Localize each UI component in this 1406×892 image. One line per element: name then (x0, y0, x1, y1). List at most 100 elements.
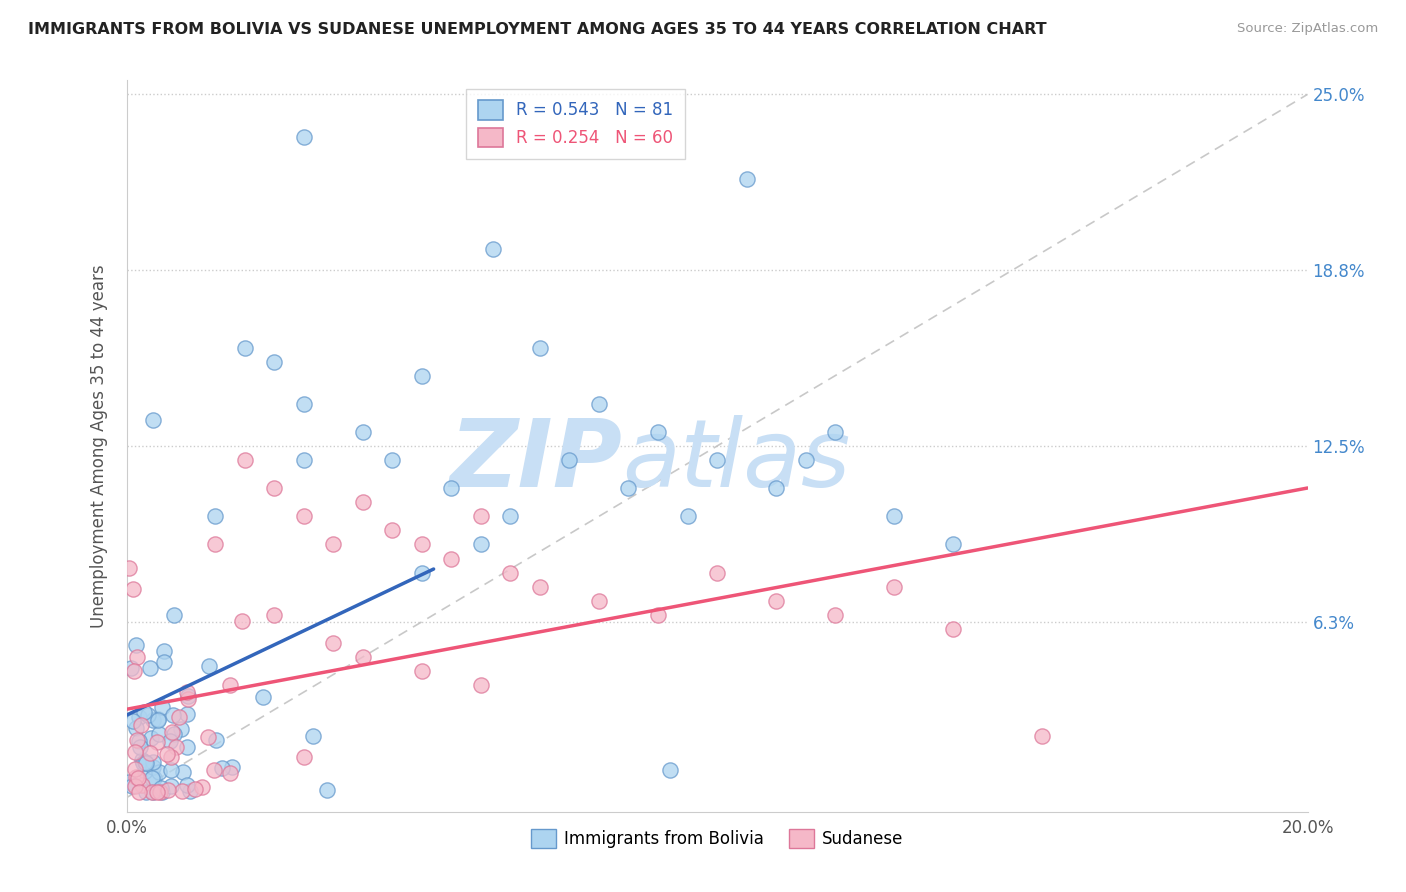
Point (118, 775, 141, 789)
Point (150, 780, 173, 795)
Point (127, 650, 149, 665)
Point (617, 481, 640, 495)
Point (440, 551, 463, 566)
Point (129, 739, 152, 754)
Point (231, 614, 253, 628)
Point (529, 341, 551, 355)
Point (263, 481, 285, 495)
Point (122, 582, 145, 596)
Point (219, 765, 242, 780)
Point (146, 712, 169, 726)
Point (211, 761, 233, 775)
Point (160, 764, 183, 778)
Point (135, 756, 157, 771)
Point (153, 644, 176, 658)
Point (124, 721, 146, 735)
Point (883, 580, 905, 594)
Point (292, 397, 315, 411)
Point (204, 537, 226, 551)
Point (167, 710, 190, 724)
Point (160, 750, 183, 764)
Point (146, 785, 169, 799)
Point (139, 731, 162, 745)
Point (184, 782, 207, 797)
Point (942, 537, 965, 551)
Point (558, 453, 581, 467)
Point (647, 425, 669, 439)
Point (658, 763, 681, 777)
Point (470, 678, 492, 692)
Point (156, 747, 179, 761)
Point (149, 785, 172, 799)
Point (202, 764, 225, 778)
Point (122, 665, 145, 679)
Point (162, 608, 184, 623)
Point (481, 242, 503, 256)
Point (170, 784, 193, 798)
Point (381, 453, 404, 467)
Point (411, 566, 433, 580)
Point (124, 763, 146, 777)
Point (142, 755, 165, 769)
Point (135, 784, 157, 798)
Point (172, 765, 194, 780)
Point (128, 710, 150, 724)
Point (381, 524, 404, 538)
Point (148, 727, 170, 741)
Point (676, 509, 699, 524)
Point (131, 717, 153, 731)
Point (131, 778, 153, 792)
Point (146, 714, 169, 728)
Point (352, 425, 374, 439)
Text: Source: ZipAtlas.com: Source: ZipAtlas.com (1237, 22, 1378, 36)
Point (292, 509, 315, 524)
Point (292, 750, 315, 764)
Point (127, 771, 149, 785)
Point (352, 650, 374, 665)
Point (163, 727, 186, 741)
Point (139, 746, 162, 760)
Point (142, 413, 165, 427)
Point (157, 783, 180, 797)
Point (134, 764, 156, 778)
Point (263, 607, 285, 622)
Y-axis label: Unemployment Among Ages 35 to 44 years: Unemployment Among Ages 35 to 44 years (90, 264, 108, 628)
Point (588, 593, 610, 607)
Point (141, 785, 163, 799)
Point (470, 537, 492, 551)
Point (499, 509, 522, 524)
Point (322, 537, 344, 551)
Point (942, 622, 965, 636)
Text: ZIP: ZIP (450, 415, 623, 507)
Point (148, 765, 170, 780)
Point (124, 745, 146, 759)
Point (118, 561, 141, 575)
Point (824, 607, 846, 622)
Point (179, 783, 201, 797)
Point (219, 678, 242, 692)
Point (160, 725, 183, 739)
Point (125, 770, 148, 784)
Point (883, 509, 905, 524)
Point (204, 509, 226, 524)
Point (706, 453, 728, 467)
Point (765, 593, 787, 607)
Point (411, 537, 433, 551)
Point (647, 607, 669, 622)
Point (142, 771, 165, 785)
Point (252, 690, 274, 704)
Point (191, 780, 214, 795)
Point (120, 661, 142, 675)
Point (121, 779, 143, 793)
Point (150, 700, 173, 714)
Point (315, 782, 337, 797)
Point (499, 566, 522, 580)
Point (139, 661, 162, 675)
Point (177, 692, 200, 706)
Point (142, 759, 165, 773)
Point (131, 753, 153, 767)
Point (302, 729, 325, 743)
Point (141, 713, 163, 727)
Point (352, 495, 374, 509)
Point (765, 481, 787, 495)
